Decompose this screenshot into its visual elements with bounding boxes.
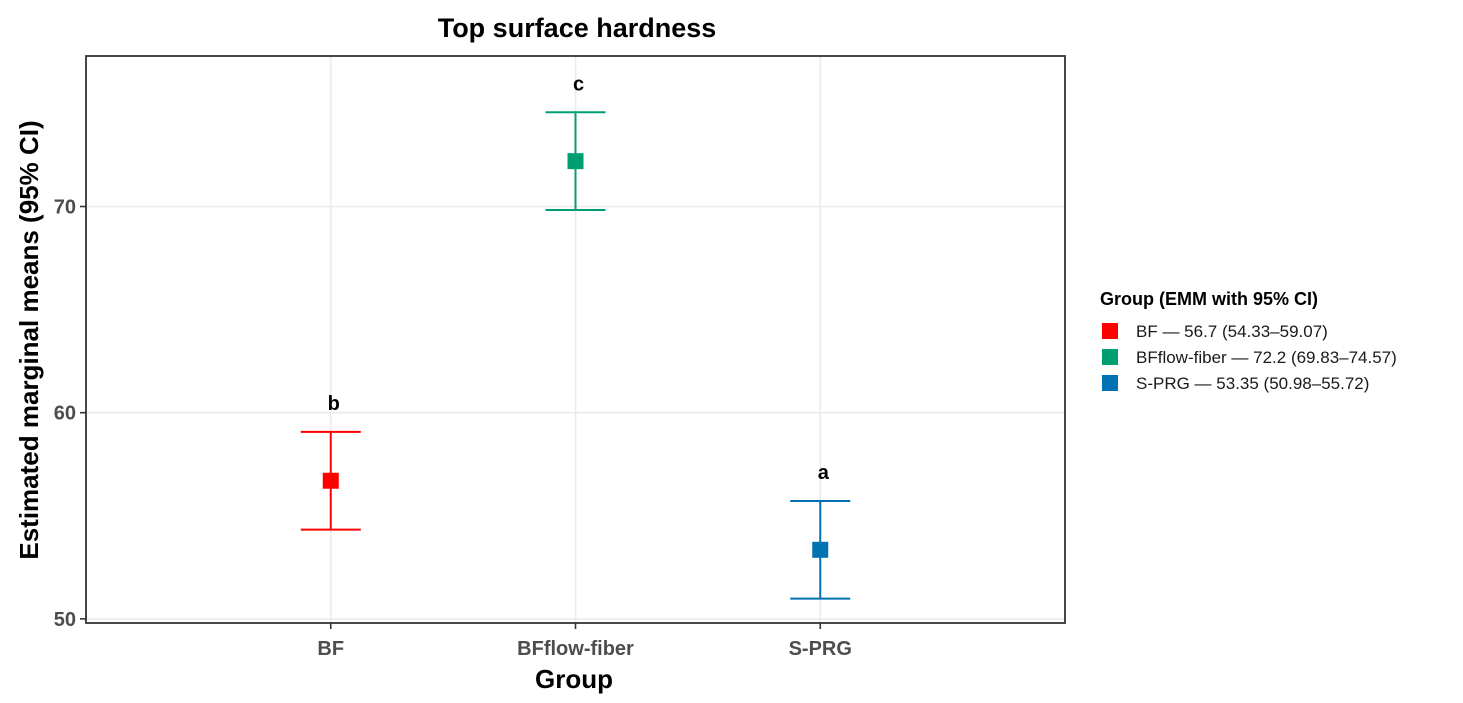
axes-layer: 50 60 70 BF BFflow-fiber S-PRG — [54, 197, 852, 660]
x-axis-title: Group — [535, 664, 613, 694]
y-tick-label: 60 — [54, 403, 76, 425]
legend-key — [1102, 323, 1118, 339]
legend-label: S-PRG — 53.35 (50.98–55.72) — [1136, 374, 1369, 393]
legend-label: BF — 56.7 (54.33–59.07) — [1136, 322, 1328, 341]
emm-point — [322, 472, 339, 489]
x-tick-label: S-PRG — [789, 638, 852, 660]
y-axis-title: Estimated marginal means (95% CI) — [14, 120, 44, 559]
legend-title: Group (EMM with 95% CI) — [1100, 289, 1318, 309]
marks-layer: b c a — [300, 73, 851, 600]
legend: Group (EMM with 95% CI) BF — 56.7 (54.33… — [1100, 289, 1397, 393]
y-tick-label: 50 — [54, 609, 76, 631]
significance-letter: a — [818, 462, 830, 484]
emm-point — [567, 153, 584, 170]
emm-point — [812, 541, 829, 558]
legend-key — [1102, 349, 1118, 365]
significance-letter: c — [573, 73, 584, 95]
chart-title: Top surface hardness — [438, 13, 717, 43]
legend-label: BFflow-fiber — 72.2 (69.83–74.57) — [1136, 348, 1397, 367]
x-tick-label: BFflow-fiber — [517, 638, 634, 660]
significance-letter: b — [328, 393, 340, 415]
y-tick-label: 70 — [54, 197, 76, 219]
x-tick-label: BF — [317, 638, 344, 660]
legend-key — [1102, 375, 1118, 391]
legend-items: BF — 56.7 (54.33–59.07) BFflow-fiber — 72… — [1102, 322, 1397, 393]
